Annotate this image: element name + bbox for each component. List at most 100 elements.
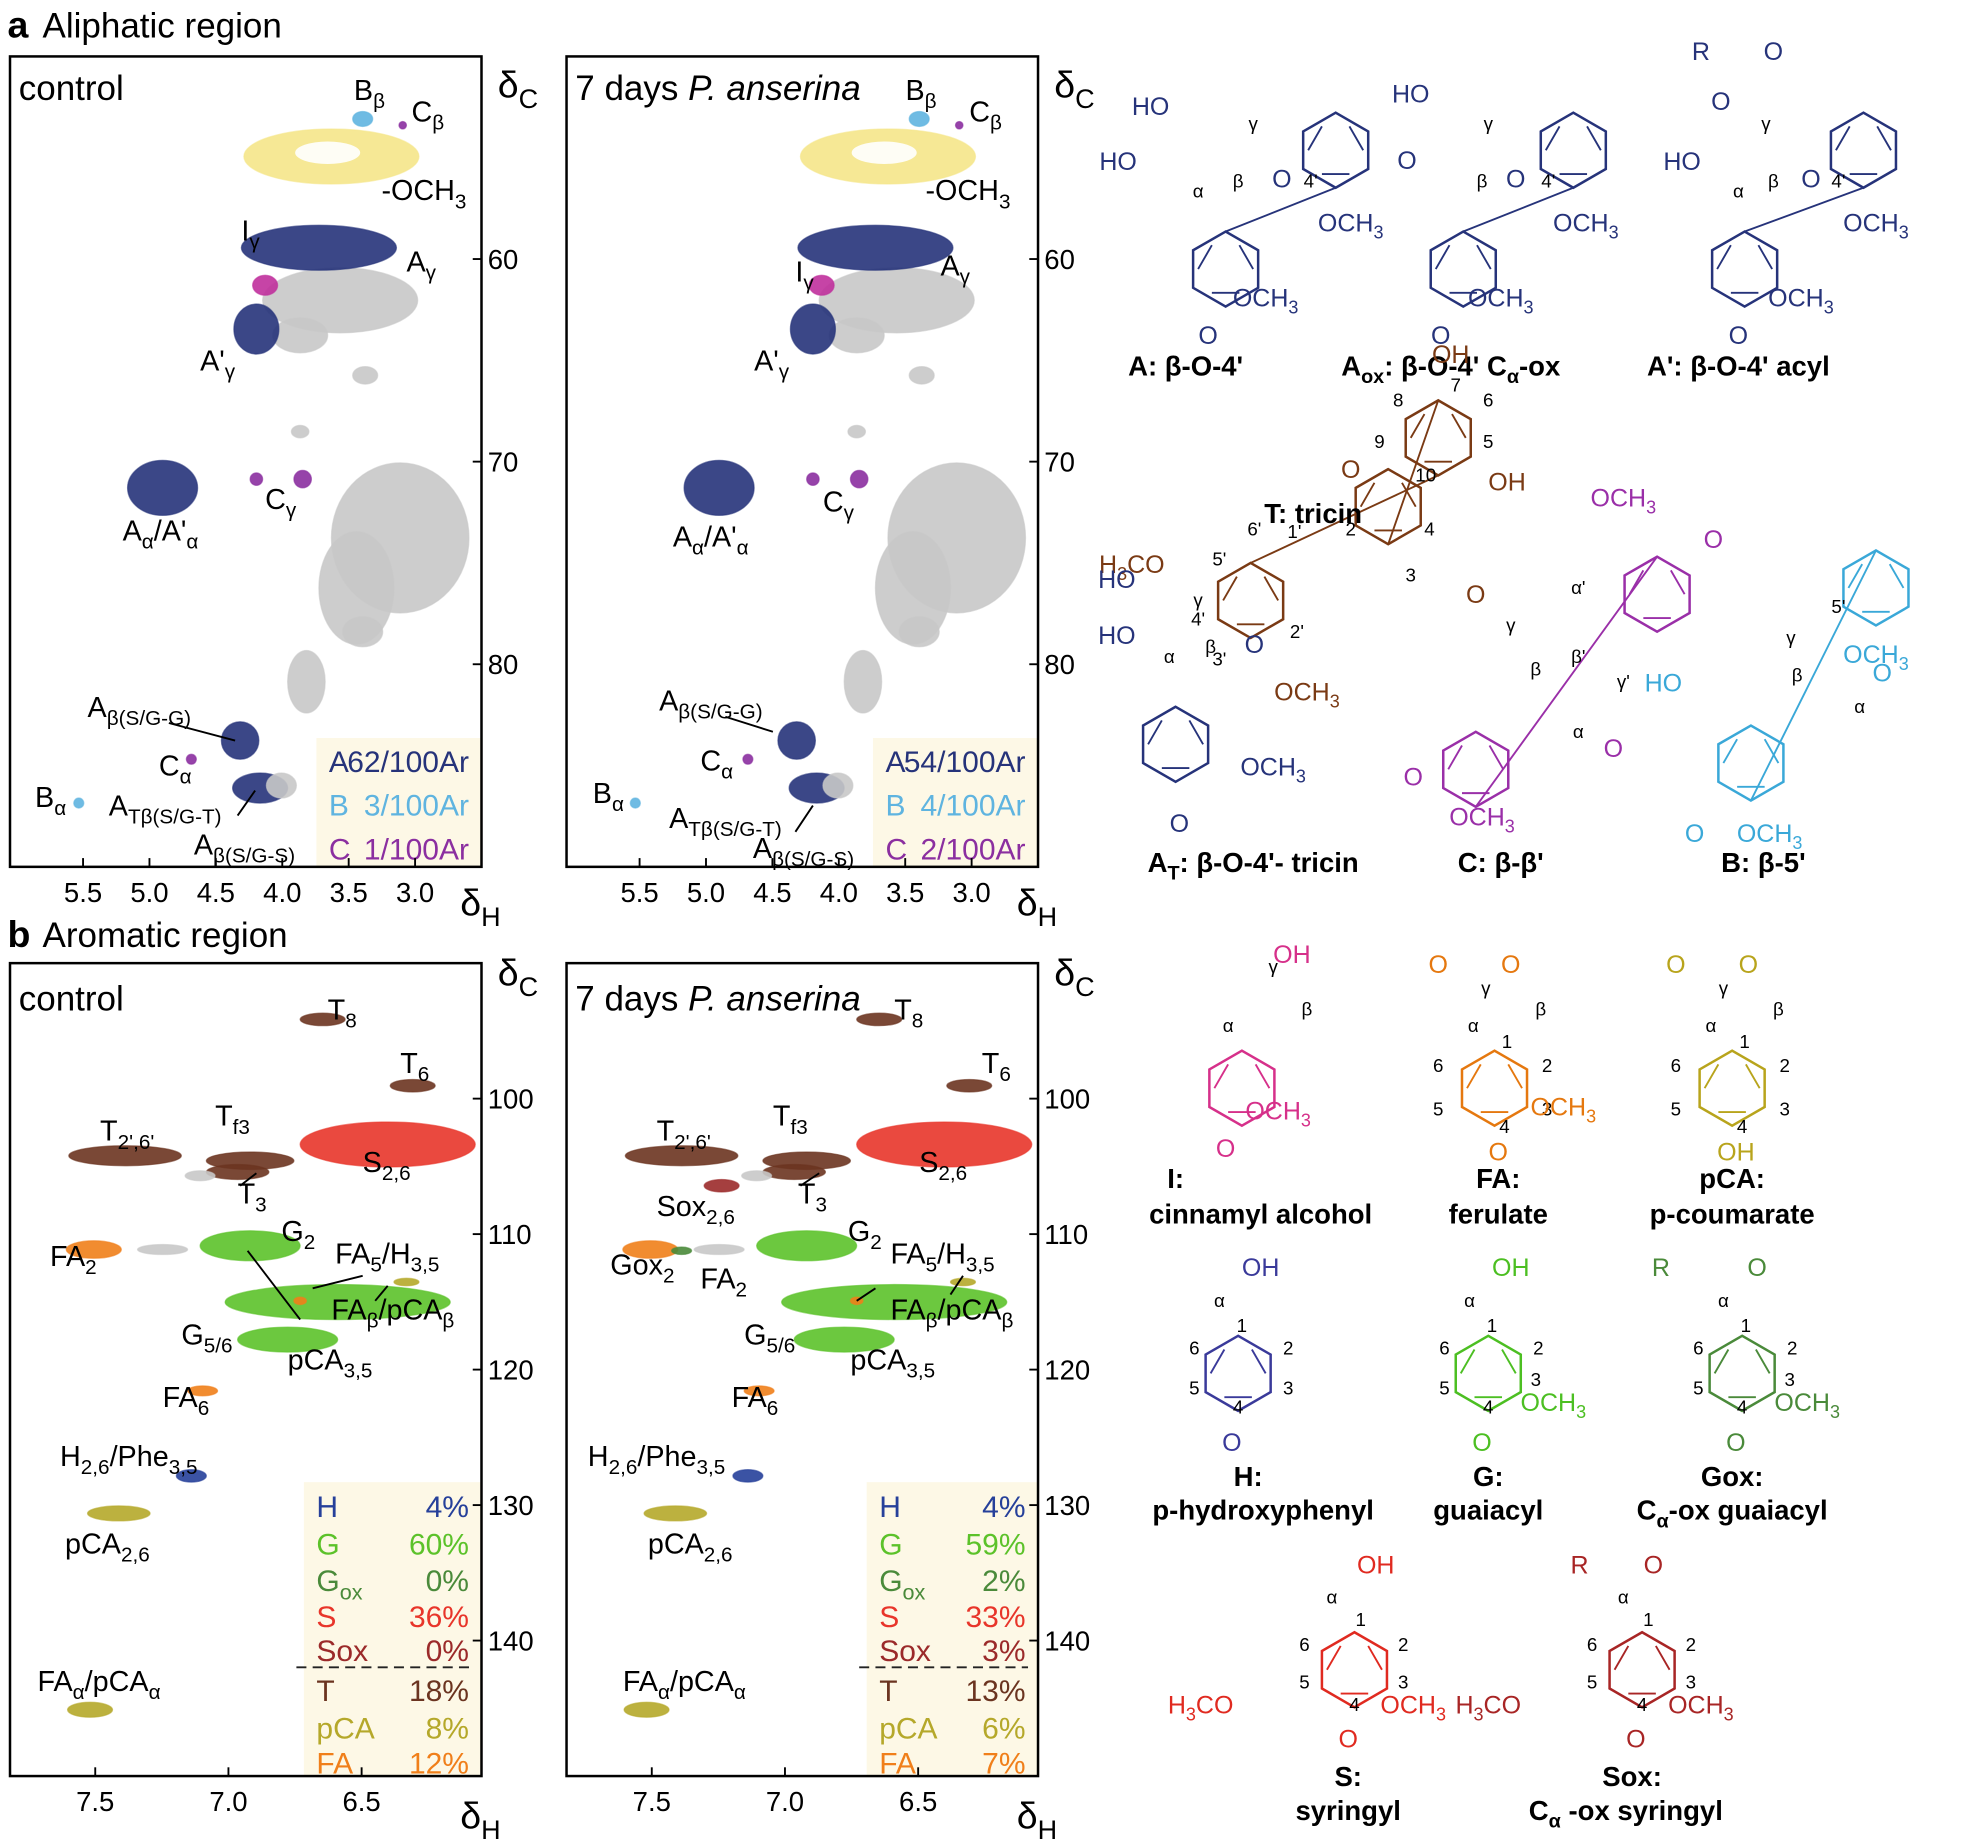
text-part: δ xyxy=(460,1795,481,1837)
peak-label: Iγ xyxy=(241,215,260,253)
double-bond xyxy=(1835,125,1851,151)
benzene-ring xyxy=(1454,1334,1523,1413)
text-part: T xyxy=(798,1178,816,1210)
atom-label: α xyxy=(1733,181,1744,202)
atom-label: 2' xyxy=(1290,621,1304,642)
leader-line xyxy=(725,715,774,733)
atom-label: β xyxy=(1205,636,1216,657)
atom-label: α xyxy=(1164,646,1175,667)
legend-name: H xyxy=(879,1491,901,1524)
text-part: pCA xyxy=(850,1345,907,1377)
structure-name: Gox: xyxy=(1701,1461,1764,1492)
legend-box xyxy=(866,1482,1039,1777)
text-part: α xyxy=(186,530,198,553)
structure-name: I: xyxy=(1167,1163,1184,1194)
text-part: OCH xyxy=(1737,820,1793,848)
structure-subtitle: p-coumarate xyxy=(1650,1198,1815,1229)
text-part: A xyxy=(1341,350,1361,381)
contour xyxy=(73,797,85,809)
atom-label: β' xyxy=(1571,646,1585,667)
contour xyxy=(849,469,869,489)
text-part: α xyxy=(692,537,704,560)
atom-label: HO xyxy=(1663,148,1701,176)
benzene-ring xyxy=(1216,561,1285,640)
leader-line xyxy=(794,805,814,833)
atom-label: OCH3 xyxy=(1737,820,1803,853)
text-part: A' xyxy=(200,345,225,377)
peak-label: T8 xyxy=(894,994,923,1032)
contour xyxy=(806,472,820,487)
atom-label: 6 xyxy=(1439,1338,1449,1359)
atom-label: α xyxy=(1618,1586,1629,1607)
text-part: C xyxy=(700,746,721,778)
benzene-ring xyxy=(1710,230,1779,309)
atom-label: γ xyxy=(1268,956,1278,977)
text-part: OCH xyxy=(1668,1692,1724,1720)
text-part: α xyxy=(737,537,749,560)
text-part: -ox xyxy=(1519,350,1561,381)
peak-label: Tf3 xyxy=(215,1101,250,1139)
atom-label: HO xyxy=(1645,670,1683,698)
text-part: β xyxy=(926,1310,938,1333)
text-part: A xyxy=(673,522,693,554)
benzene-ring xyxy=(1717,724,1785,803)
contour xyxy=(693,1243,745,1256)
text-part: 3,5 xyxy=(169,1456,198,1479)
atom-label: β xyxy=(1302,999,1313,1020)
structure-name: AT: β-O-4'- tricin xyxy=(1148,847,1359,885)
double-bond xyxy=(1188,719,1204,745)
contour xyxy=(624,1145,739,1167)
x-tick-label: 7.0 xyxy=(209,1786,247,1817)
atom-label: 4 xyxy=(1499,1116,1509,1137)
text-part: C xyxy=(1529,1795,1549,1826)
atom-label: O xyxy=(1341,456,1360,484)
text-part: 2 xyxy=(663,1265,675,1288)
legend-name: C xyxy=(885,833,907,866)
contour xyxy=(185,753,197,765)
text-part: -ox guaiacyl xyxy=(1669,1495,1828,1526)
contour xyxy=(199,1230,301,1262)
atom-label: 10 xyxy=(1415,465,1436,486)
double-bond xyxy=(1655,1645,1671,1671)
text-part: OCH xyxy=(1531,1094,1587,1122)
double-bond xyxy=(1222,576,1238,601)
double-bond xyxy=(1507,1063,1523,1089)
peak-label: Cβ xyxy=(411,96,444,134)
x-tick-label: 4.0 xyxy=(263,877,301,908)
y-tick-label: 80 xyxy=(1044,649,1075,680)
text-part: 3 xyxy=(1792,833,1802,853)
text-part: β(S/G-S) xyxy=(213,844,295,867)
text-part: C xyxy=(1637,1495,1657,1526)
text-part: α xyxy=(73,1681,85,1704)
atom-label: 8 xyxy=(1393,390,1403,411)
text-part: OCH xyxy=(1591,485,1647,513)
x-tick-label: 5.0 xyxy=(130,877,168,908)
atom-label: 6 xyxy=(1693,1338,1703,1359)
contour xyxy=(793,1326,895,1353)
text-part: 2,6 xyxy=(704,1544,733,1567)
double-bond xyxy=(1888,563,1905,589)
atom-label: α' xyxy=(1571,577,1585,598)
structure-name: B: β-5' xyxy=(1721,847,1805,878)
atom-label: H3CO xyxy=(1168,1692,1234,1725)
text-part: A' xyxy=(754,345,779,377)
text-part: T xyxy=(1167,863,1179,885)
y-tick-label: 130 xyxy=(488,1490,534,1521)
text-part: G xyxy=(744,1320,766,1352)
text-part: 2,6 xyxy=(938,1162,967,1185)
legend-value: 36% xyxy=(409,1601,469,1634)
text-part: γ xyxy=(803,272,814,295)
double-bond xyxy=(1488,745,1505,770)
legend-name: C xyxy=(329,833,351,866)
contour xyxy=(908,110,930,128)
text-part: 8 xyxy=(912,1009,924,1032)
peak-label: pCA3,5 xyxy=(850,1345,935,1383)
atom-label: 4 xyxy=(1424,518,1434,539)
atom-label: α xyxy=(1327,1586,1338,1607)
legend-name: Sox xyxy=(316,1635,368,1668)
text-part: T xyxy=(773,1101,791,1133)
atom-label: O xyxy=(1666,951,1685,979)
atom-label: O xyxy=(1764,38,1783,66)
contour xyxy=(290,424,310,439)
text-part: 3 xyxy=(1373,223,1383,243)
